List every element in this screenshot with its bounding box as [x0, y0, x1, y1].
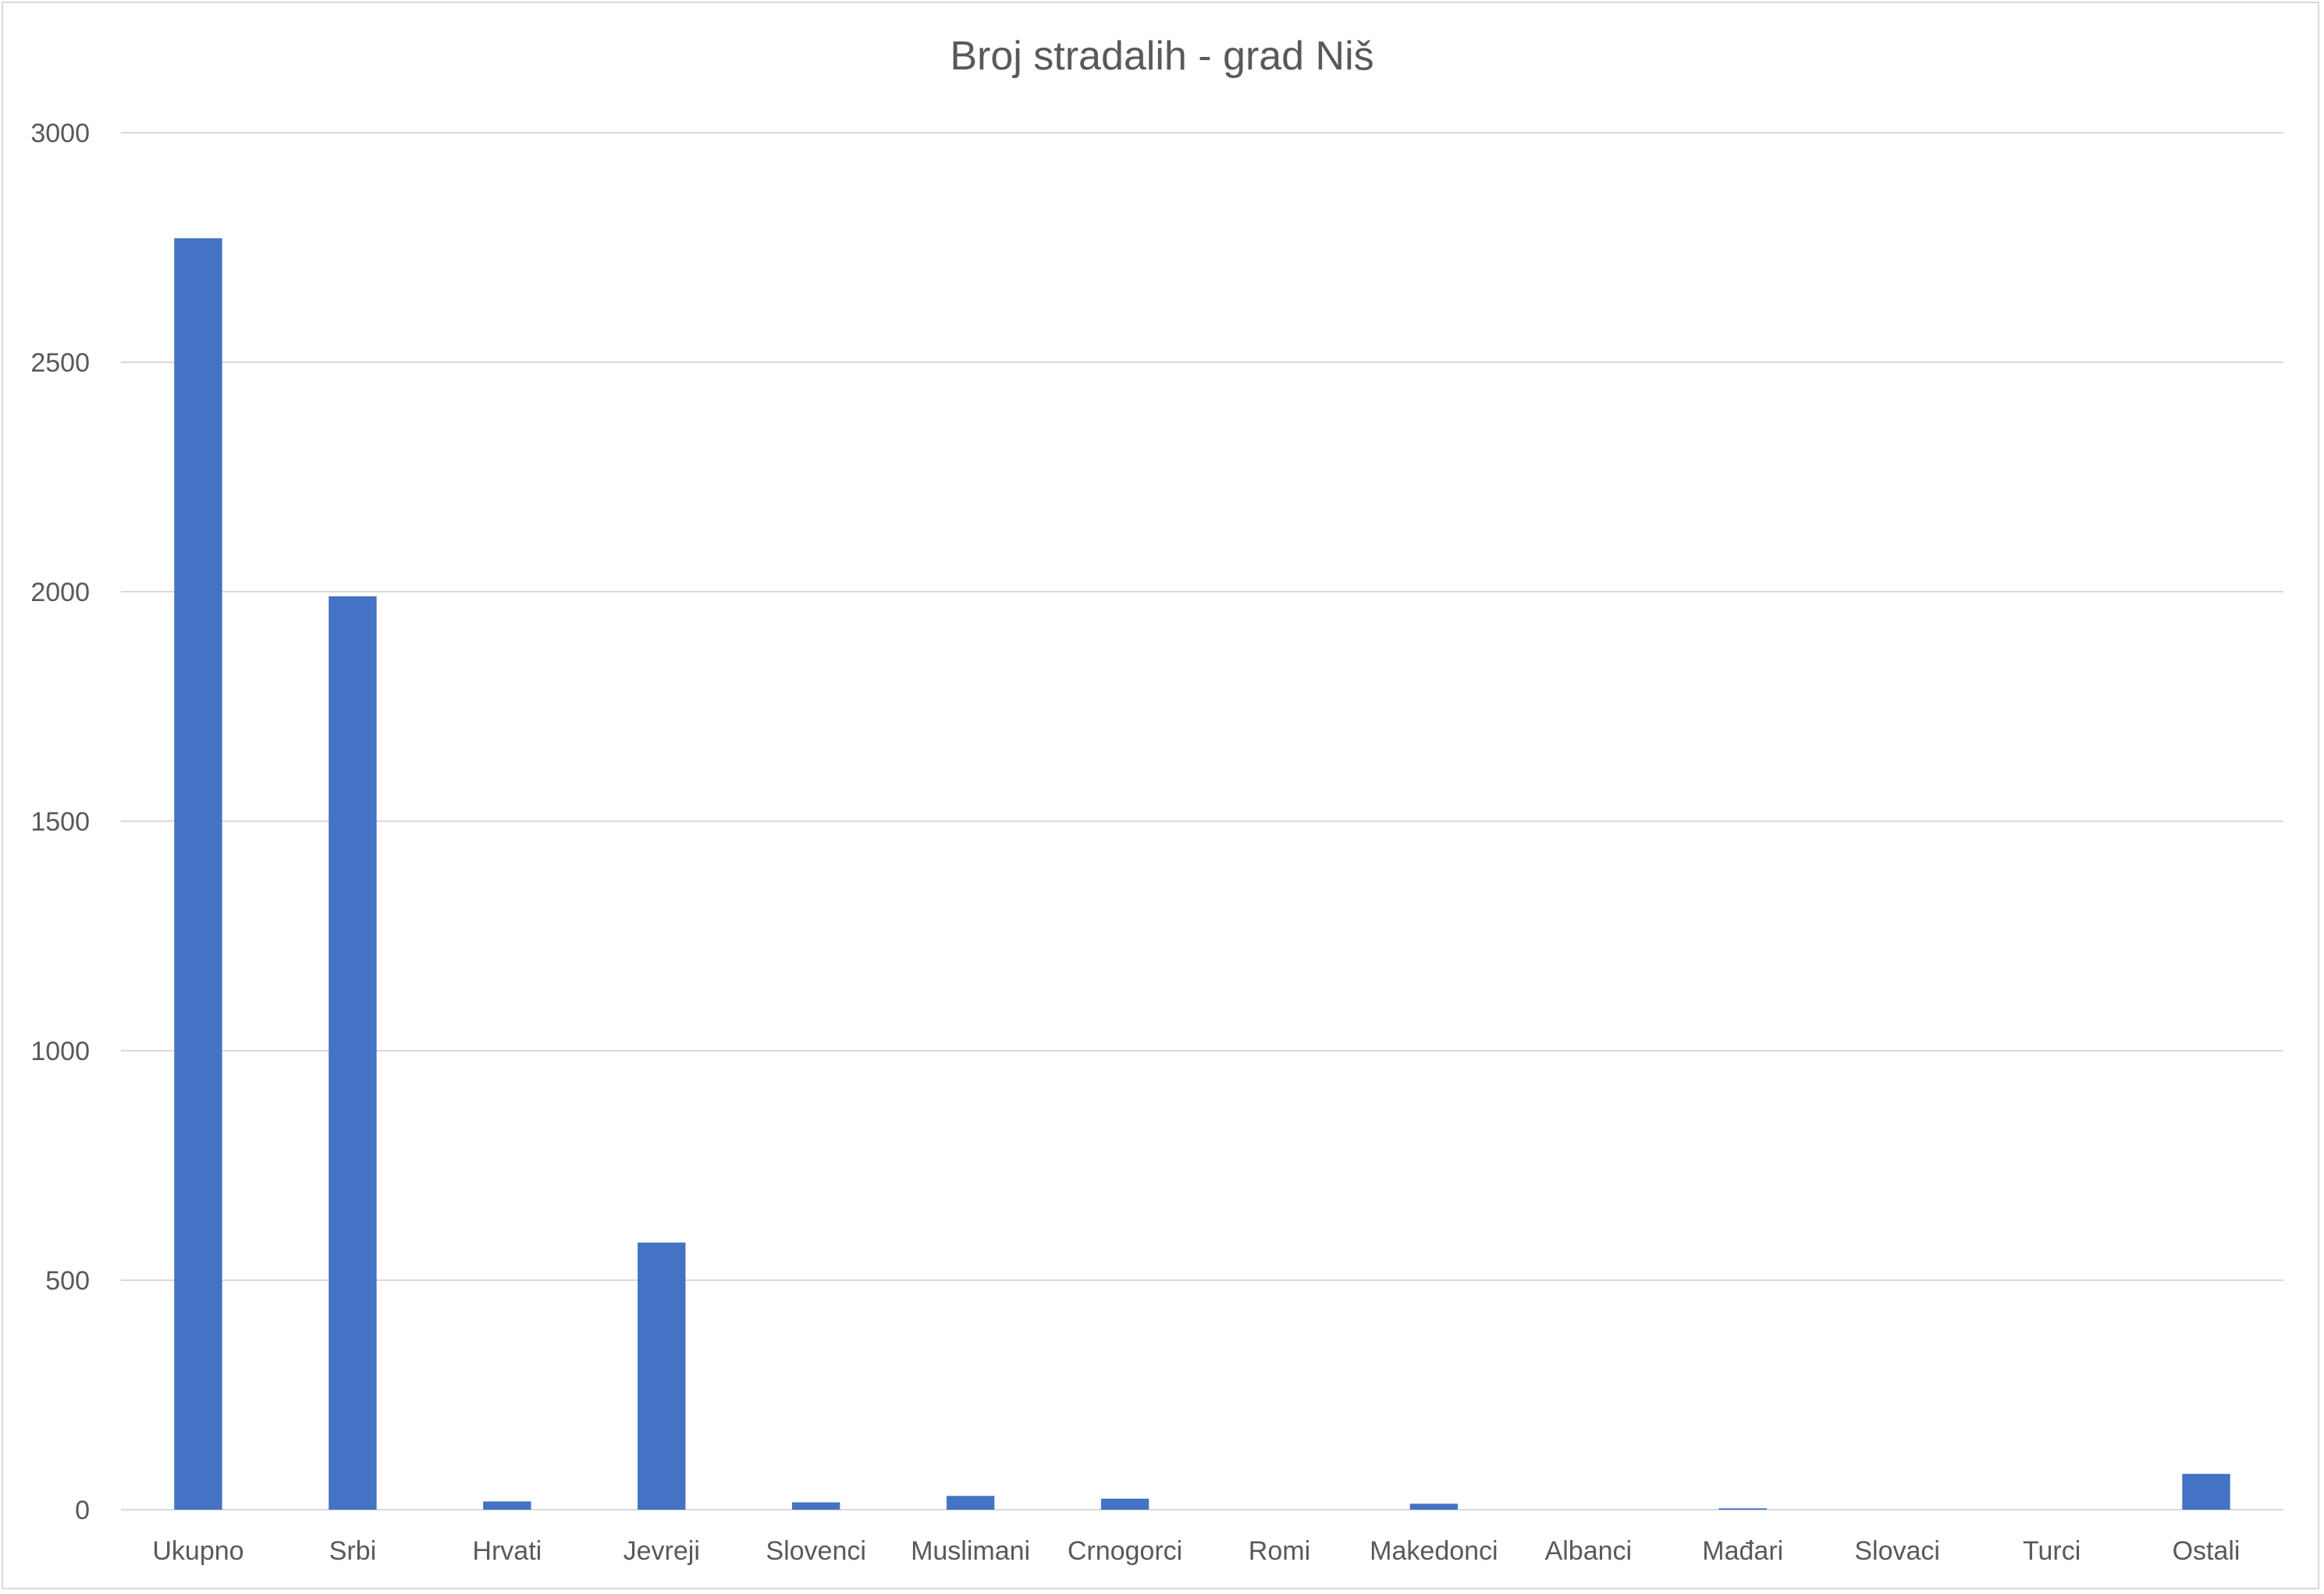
bar-crnogorci — [1100, 1498, 1150, 1510]
x-tick-label: Ostali — [2173, 1536, 2240, 1566]
x-tick-label: Slovenci — [766, 1536, 866, 1566]
y-tick-label: 1000 — [30, 1037, 90, 1066]
bar-jevreji — [638, 1242, 686, 1510]
gridlines — [121, 132, 2283, 1510]
x-tick-label: Albanci — [1545, 1536, 1633, 1566]
y-tick-label: 1500 — [30, 807, 90, 837]
x-tick-label: Jevreji — [624, 1536, 700, 1566]
bars — [174, 238, 2230, 1510]
x-axis-tick-labels: Ukupno Srbi Hrvati Jevreji Slovenci Muslimani… — [152, 1536, 2240, 1566]
x-tick-label: Crnogorci — [1068, 1536, 1182, 1566]
x-tick-label: Muslimani — [911, 1536, 1030, 1566]
x-tick-label: Romi — [1249, 1536, 1310, 1566]
y-tick-label: 500 — [45, 1266, 90, 1296]
bar-muslimani — [946, 1496, 995, 1510]
x-tick-label: Turci — [2023, 1536, 2081, 1566]
x-tick-label: Makedonci — [1370, 1536, 1498, 1566]
y-tick-label: 0 — [75, 1496, 90, 1525]
bar-srbi — [329, 596, 377, 1510]
bar-makedonci — [1409, 1503, 1459, 1510]
bar-slovenci — [791, 1502, 840, 1510]
x-tick-label: Mađari — [1702, 1536, 1783, 1566]
x-tick-label: Srbi — [329, 1536, 376, 1566]
y-axis-tick-labels: 0 500 1000 1500 2000 2500 3000 — [30, 119, 90, 1525]
y-tick-label: 3000 — [30, 119, 90, 148]
bar-ukupno — [174, 238, 222, 1510]
y-tick-label: 2500 — [30, 348, 90, 378]
bar-mađari — [1718, 1508, 1767, 1510]
x-tick-label: Ukupno — [152, 1536, 243, 1566]
x-tick-label: Hrvati — [472, 1536, 542, 1566]
bar-ostali — [2182, 1474, 2230, 1510]
chart-title: Broj stradalih - grad Niš — [950, 34, 1374, 79]
x-tick-label: Slovaci — [1854, 1536, 1940, 1566]
bar-hrvati — [483, 1501, 531, 1510]
y-tick-label: 2000 — [30, 578, 90, 607]
